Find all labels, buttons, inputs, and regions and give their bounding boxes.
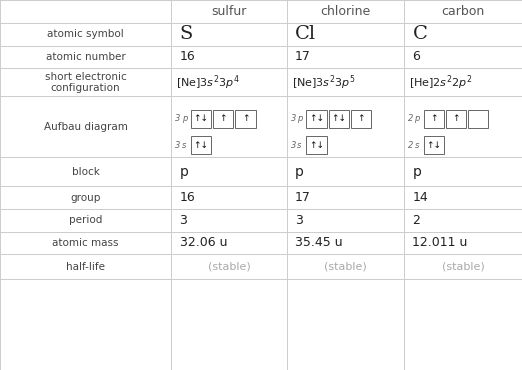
Text: p: p (180, 165, 188, 179)
Text: 3: 3 (175, 141, 181, 149)
Text: (stable): (stable) (442, 262, 484, 272)
Text: p: p (182, 114, 187, 123)
Text: ↑↓: ↑↓ (194, 141, 209, 149)
Text: 2: 2 (408, 141, 413, 149)
Text: ↑↓: ↑↓ (426, 141, 442, 149)
Text: 6: 6 (412, 50, 420, 64)
Text: 32.06 u: 32.06 u (180, 236, 227, 249)
Bar (306, 110, 327, 128)
Text: ↑: ↑ (453, 114, 460, 123)
Text: 16: 16 (180, 191, 195, 204)
Text: atomic number: atomic number (46, 52, 125, 62)
Text: p: p (295, 165, 304, 179)
Text: 17: 17 (295, 50, 311, 64)
Bar (191, 136, 211, 154)
Text: p: p (412, 165, 421, 179)
Text: 2: 2 (412, 214, 420, 227)
Text: ↑: ↑ (430, 114, 437, 123)
Text: Cl: Cl (295, 25, 316, 43)
Text: chlorine: chlorine (320, 5, 371, 18)
Text: (stable): (stable) (324, 262, 366, 272)
Text: 12.011 u: 12.011 u (412, 236, 468, 249)
Text: s: s (297, 141, 301, 149)
Text: short electronic
configuration: short electronic configuration (45, 71, 126, 93)
Text: ↑: ↑ (220, 114, 227, 123)
Bar (329, 110, 349, 128)
Text: 16: 16 (180, 50, 195, 64)
Text: (stable): (stable) (208, 262, 250, 272)
Text: 3: 3 (295, 214, 303, 227)
Text: 3: 3 (291, 141, 296, 149)
Text: half-life: half-life (66, 262, 105, 272)
Text: p: p (414, 114, 420, 123)
Text: 3: 3 (291, 114, 296, 123)
Bar (424, 136, 444, 154)
Text: sulfur: sulfur (211, 5, 246, 18)
Text: atomic symbol: atomic symbol (47, 29, 124, 39)
Text: ↑: ↑ (357, 114, 364, 123)
Text: ↑: ↑ (242, 114, 249, 123)
Text: ↑↓: ↑↓ (194, 114, 209, 123)
Text: p: p (297, 114, 302, 123)
Bar (468, 110, 489, 128)
Text: ↑↓: ↑↓ (309, 114, 324, 123)
Text: atomic mass: atomic mass (52, 238, 119, 248)
Text: S: S (180, 25, 193, 43)
Text: 35.45 u: 35.45 u (295, 236, 342, 249)
Text: 14: 14 (412, 191, 428, 204)
Bar (306, 136, 327, 154)
Text: 3: 3 (175, 114, 181, 123)
Bar (446, 110, 466, 128)
Text: group: group (70, 193, 101, 203)
Text: s: s (182, 141, 186, 149)
Text: 2: 2 (408, 114, 413, 123)
Bar (191, 110, 211, 128)
Text: C: C (412, 25, 427, 43)
Text: carbon: carbon (442, 5, 484, 18)
Bar (424, 110, 444, 128)
Text: $[\mathrm{He}]2s^{2}2p^{2}$: $[\mathrm{He}]2s^{2}2p^{2}$ (409, 73, 472, 92)
Text: ↑↓: ↑↓ (309, 141, 324, 149)
Bar (351, 110, 371, 128)
Text: $[\mathrm{Ne}]3s^{2}3p^{5}$: $[\mathrm{Ne}]3s^{2}3p^{5}$ (292, 73, 355, 92)
Text: period: period (69, 215, 102, 225)
Text: ↑↓: ↑↓ (331, 114, 346, 123)
Text: s: s (414, 141, 419, 149)
Bar (235, 110, 255, 128)
Text: 3: 3 (180, 214, 187, 227)
Text: block: block (72, 167, 100, 177)
Text: 17: 17 (295, 191, 311, 204)
Bar (213, 110, 233, 128)
Text: Aufbau diagram: Aufbau diagram (44, 122, 127, 132)
Text: $[\mathrm{Ne}]3s^{2}3p^{4}$: $[\mathrm{Ne}]3s^{2}3p^{4}$ (176, 73, 240, 92)
